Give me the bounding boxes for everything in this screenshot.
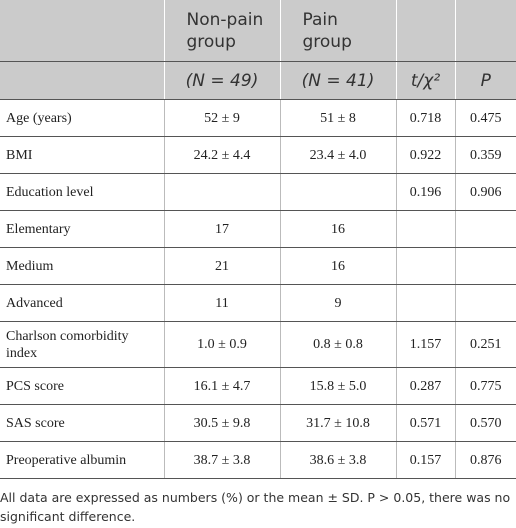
table-row: Age (years) 52 ± 9 51 ± 8 0.718 0.475 bbox=[0, 99, 516, 137]
row-label: Age (years) bbox=[0, 99, 164, 137]
cell bbox=[395, 210, 455, 248]
header-cell: (N = 49) bbox=[163, 61, 280, 100]
header-cell bbox=[395, 0, 455, 62]
cell bbox=[395, 247, 455, 285]
table-body: Age (years) 52 ± 9 51 ± 8 0.718 0.475 BMI 24.2… bbox=[0, 99, 516, 479]
row-label: BMI bbox=[0, 136, 164, 174]
table-row: SAS score 30.5 ± 9.8 31.7 ± 10.8 0.571 0.570 bbox=[0, 404, 516, 442]
table-row: BMI 24.2 ± 4.4 23.4 ± 4.0 0.922 0.359 bbox=[0, 136, 516, 174]
cell: 0.571 bbox=[395, 404, 455, 442]
cell: 0.196 bbox=[395, 173, 455, 211]
row-label: Elementary bbox=[0, 210, 164, 248]
cell bbox=[163, 173, 280, 211]
cell: 0.775 bbox=[454, 367, 516, 405]
header-cell: P bbox=[454, 61, 516, 100]
table-row: Charlson comorbidity index 1.0 ± 0.9 0.8 ±… bbox=[0, 321, 516, 368]
header-cell: t/χ² bbox=[395, 61, 455, 100]
table-row: Preoperative albumin 38.7 ± 3.8 38.6 ± 3.8… bbox=[0, 441, 516, 479]
cell bbox=[454, 210, 516, 248]
cell: 0.8 ± 0.8 bbox=[279, 321, 396, 368]
cell: 16 bbox=[279, 210, 396, 248]
cell: 24.2 ± 4.4 bbox=[163, 136, 280, 174]
table-row: Elementary 17 16 bbox=[0, 210, 516, 248]
row-label: PCS score bbox=[0, 367, 164, 405]
cell: 0.922 bbox=[395, 136, 455, 174]
header-cell: Pain group bbox=[279, 0, 396, 62]
cell: 30.5 ± 9.8 bbox=[163, 404, 280, 442]
cell: 0.876 bbox=[454, 441, 516, 479]
table-row: Advanced 11 9 bbox=[0, 284, 516, 322]
cell: 0.359 bbox=[454, 136, 516, 174]
row-label: Preoperative albumin bbox=[0, 441, 164, 479]
cell: 0.157 bbox=[395, 441, 455, 479]
cell: 0.570 bbox=[454, 404, 516, 442]
cell: 0.287 bbox=[395, 367, 455, 405]
table-row: Education level 0.196 0.906 bbox=[0, 173, 516, 211]
header-cell bbox=[454, 0, 516, 62]
cell: 16.1 ± 4.7 bbox=[163, 367, 280, 405]
row-label: Charlson comorbidity index bbox=[0, 321, 164, 368]
row-label: SAS score bbox=[0, 404, 164, 442]
cell bbox=[279, 173, 396, 211]
table-row: Medium 21 16 bbox=[0, 247, 516, 285]
row-label: Medium bbox=[0, 247, 164, 285]
cell: 17 bbox=[163, 210, 280, 248]
cell bbox=[454, 284, 516, 322]
cell: 31.7 ± 10.8 bbox=[279, 404, 396, 442]
cell: 0.906 bbox=[454, 173, 516, 211]
header-row: Non-pain group Pain group bbox=[0, 0, 516, 62]
header-row: (N = 49) (N = 41) t/χ² P bbox=[0, 61, 516, 100]
table-row: PCS score 16.1 ± 4.7 15.8 ± 5.0 0.287 0.775 bbox=[0, 367, 516, 405]
cell: 52 ± 9 bbox=[163, 99, 280, 137]
header-cell: (N = 41) bbox=[279, 61, 396, 100]
cell: 23.4 ± 4.0 bbox=[279, 136, 396, 174]
row-label: Education level bbox=[0, 173, 164, 211]
cell: 0.475 bbox=[454, 99, 516, 137]
cell bbox=[454, 247, 516, 285]
cell: 11 bbox=[163, 284, 280, 322]
cell bbox=[395, 284, 455, 322]
cell: 38.7 ± 3.8 bbox=[163, 441, 280, 479]
data-table: Non-pain group Pain group (N = 49) (N = … bbox=[0, 0, 516, 479]
cell: 16 bbox=[279, 247, 396, 285]
cell: 9 bbox=[279, 284, 396, 322]
header-cell: Non-pain group bbox=[163, 0, 280, 62]
cell: 21 bbox=[163, 247, 280, 285]
cell: 1.0 ± 0.9 bbox=[163, 321, 280, 368]
cell: 15.8 ± 5.0 bbox=[279, 367, 396, 405]
row-label: Advanced bbox=[0, 284, 164, 322]
footnote: All data are expressed as numbers (%) or… bbox=[0, 490, 511, 524]
cell: 0.251 bbox=[454, 321, 516, 368]
header-cell bbox=[0, 0, 164, 62]
cell: 51 ± 8 bbox=[279, 99, 396, 137]
cell: 38.6 ± 3.8 bbox=[279, 441, 396, 479]
cell: 0.718 bbox=[395, 99, 455, 137]
cell: 1.157 bbox=[395, 321, 455, 368]
header-cell bbox=[0, 61, 164, 100]
